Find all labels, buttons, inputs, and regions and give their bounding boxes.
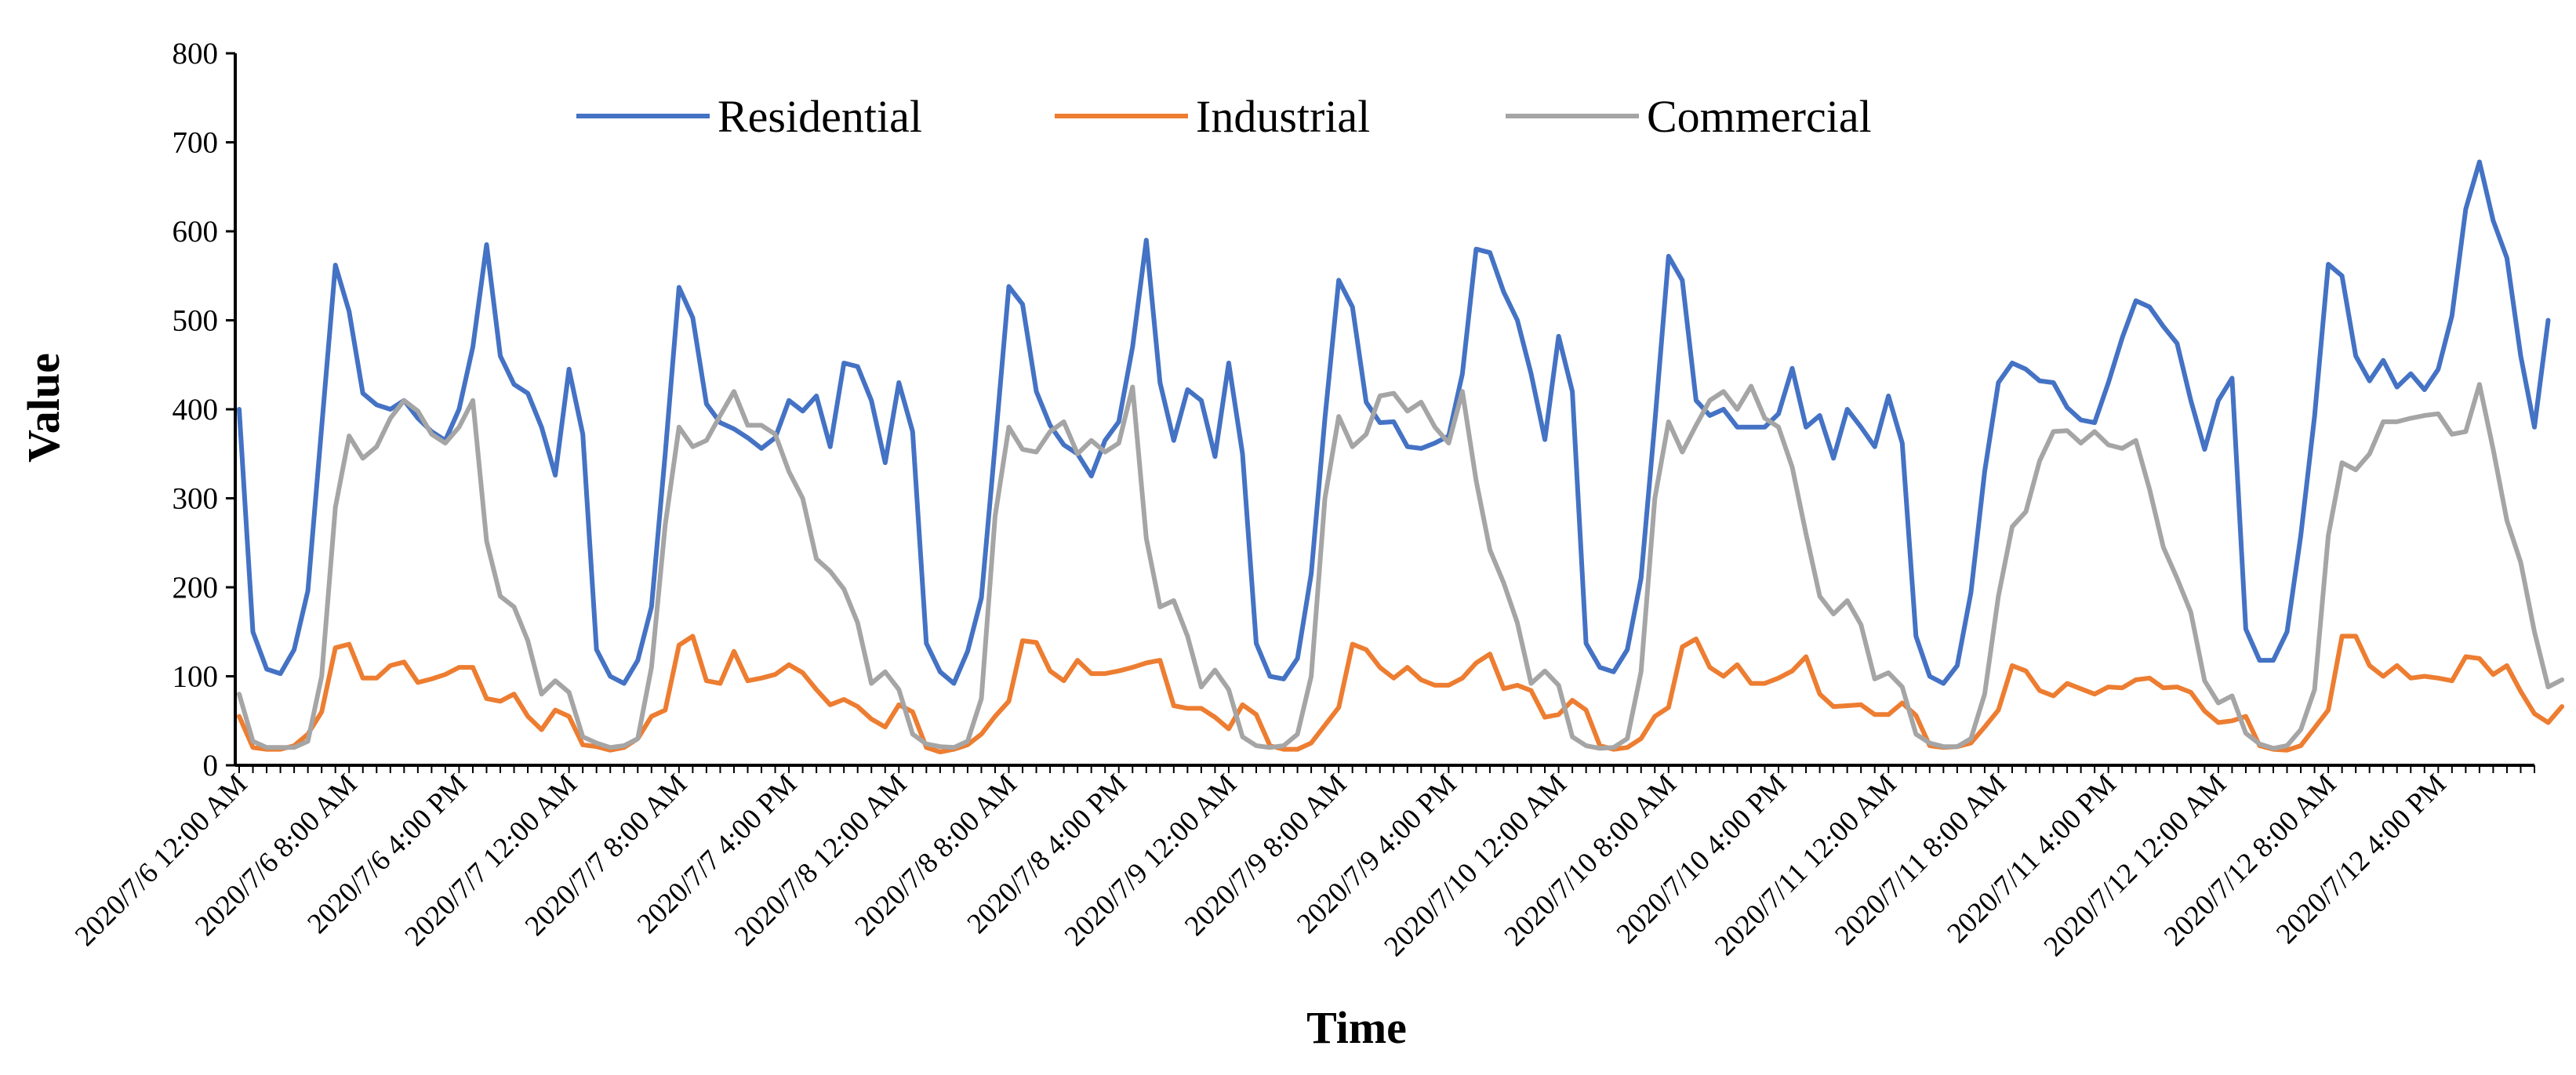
legend-label: Industrial [1196, 91, 1370, 142]
x-tick-label: 2020/7/11 12:00 AM [1709, 768, 1903, 962]
y-tick-label: 0 [203, 749, 219, 783]
y-tick-label: 700 [173, 126, 219, 160]
x-tick-label: 2020/7/10 12:00 AM [1378, 768, 1572, 962]
legend-label: Residential [718, 91, 922, 142]
legend-label: Commercial [1647, 91, 1872, 142]
series-line-commercial [237, 382, 2565, 751]
y-tick-label: 400 [173, 393, 219, 427]
series-line-residential [237, 159, 2551, 686]
x-tick-label: 2020/7/12 12:00 AM [2038, 768, 2233, 962]
legend-item-industrial: Industrial [1055, 91, 1370, 142]
y-tick-label: 600 [173, 215, 219, 249]
y-axis: 0 100 200 300 400 500 600 700 800 [173, 37, 237, 783]
y-tick-label: 800 [173, 37, 219, 71]
y-tick-label: 500 [173, 304, 219, 338]
series-layer [237, 159, 2565, 754]
legend: Residential Industrial Commercial [576, 91, 1872, 142]
y-axis-title: Value [18, 353, 69, 463]
y-tick-label: 100 [173, 660, 219, 694]
y-tick-label: 200 [173, 571, 219, 605]
legend-item-residential: Residential [576, 91, 922, 142]
y-tick-label: 300 [173, 482, 219, 516]
x-axis-title: Time [1306, 1002, 1407, 1053]
legend-item-commercial: Commercial [1506, 91, 1872, 142]
